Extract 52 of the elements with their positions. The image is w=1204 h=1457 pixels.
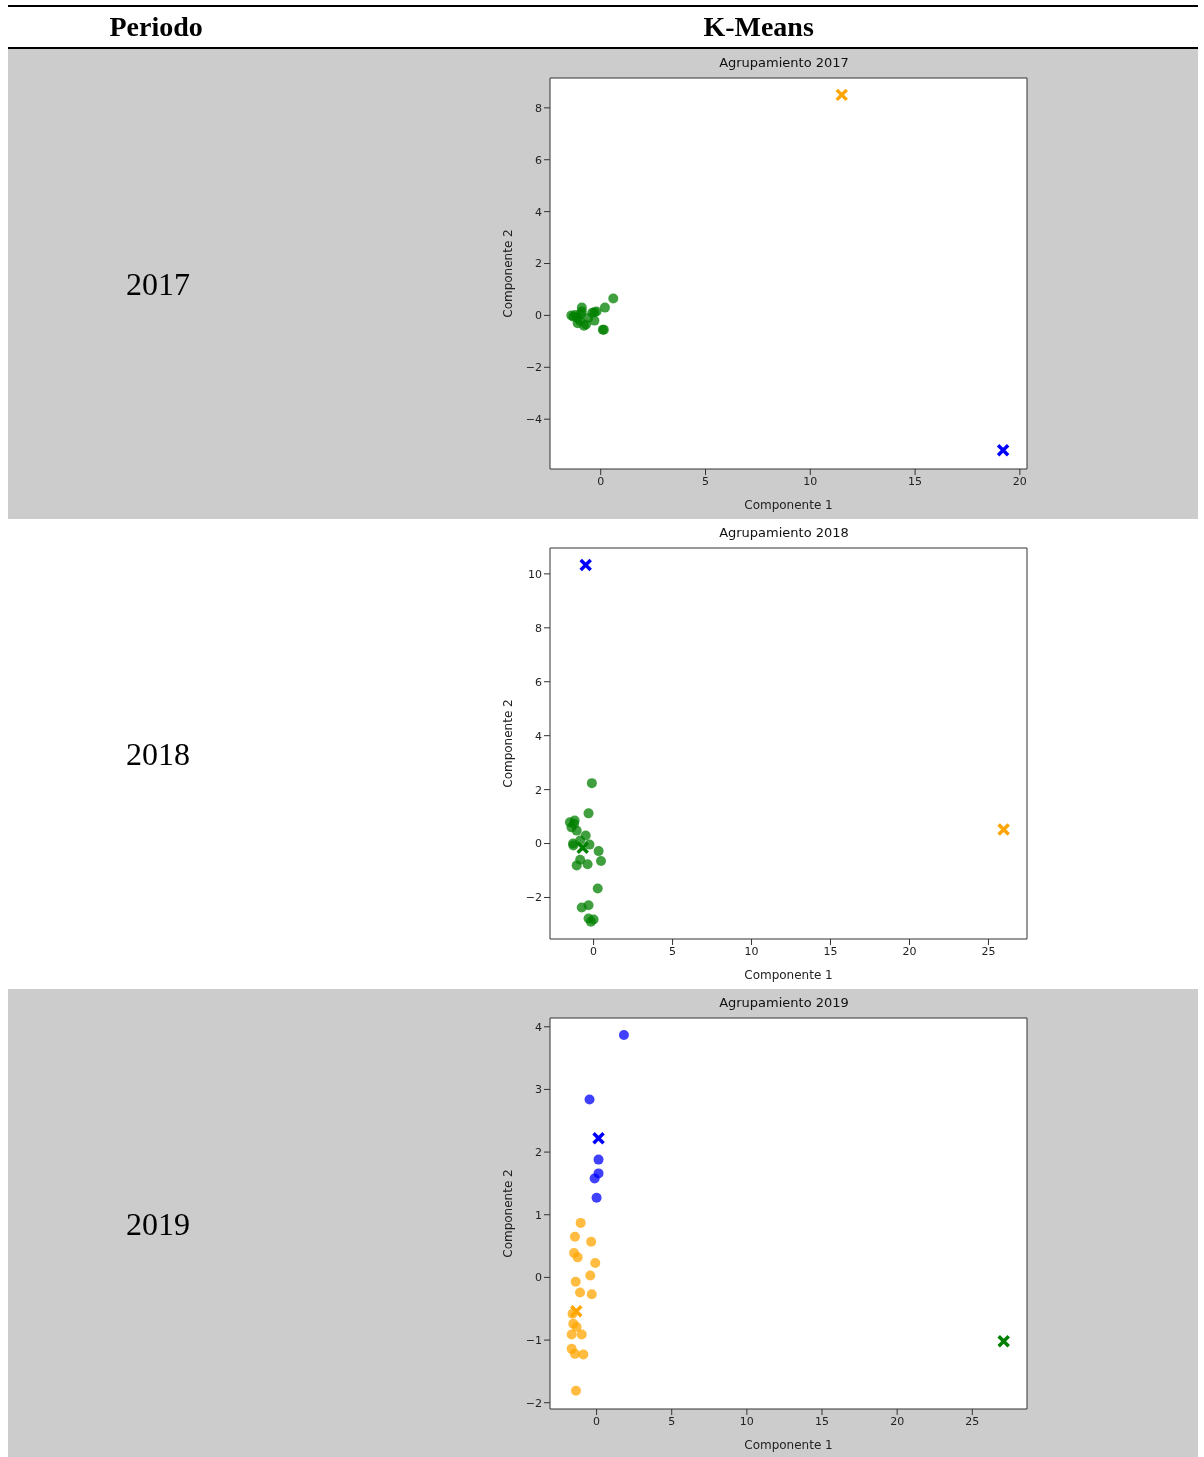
x-tick-label: 25 [981, 944, 996, 958]
x-tick-label: 15 [823, 944, 838, 958]
x-tick-label: 5 [702, 474, 710, 488]
y-tick-label: 2 [535, 1146, 542, 1159]
y-tick-label: 4 [535, 1020, 542, 1034]
x-tick-label: 15 [815, 1414, 830, 1428]
y-tick-label: 10 [528, 567, 542, 581]
y-tick-label: −1 [525, 1333, 542, 1347]
y-tick-label: 8 [535, 621, 542, 635]
x-axis-title: Componente 1 [744, 498, 833, 512]
x-tick-label: 15 [908, 474, 923, 488]
x-axis-title: Componente 1 [744, 1438, 833, 1452]
chart-title: Agrupamiento 2019 [718, 995, 850, 1010]
text: 2017 [125, 264, 191, 304]
x-tick-label: 20 [1012, 474, 1027, 488]
y-tick-label: −2 [525, 891, 542, 905]
y-tick-label: 8 [535, 101, 542, 115]
x-tick-label: 10 [739, 1414, 754, 1428]
y-tick-label: −2 [525, 361, 542, 375]
y-tick-label: −4 [525, 413, 542, 427]
y-axis-title: Componente 2 [501, 1169, 516, 1258]
chart-title: Agrupamiento 2017 [718, 55, 850, 70]
x-tick-label: 5 [669, 944, 677, 958]
x-tick-label: 10 [744, 944, 759, 958]
x-axis-title: Componente 1 [744, 968, 833, 982]
x-tick-label: 20 [902, 944, 917, 958]
text: 2019 [125, 1204, 191, 1244]
x-tick-label: 0 [590, 944, 598, 958]
y-tick-label: 0 [535, 309, 542, 323]
y-tick-label: 2 [535, 783, 542, 797]
text: K-Means [702, 11, 815, 43]
text: 2018 [125, 734, 191, 774]
y-tick-label: 3 [535, 1083, 542, 1097]
y-axis-title: Componente 2 [501, 229, 516, 318]
x-tick-label: 0 [593, 1414, 601, 1428]
x-tick-label: 20 [890, 1414, 905, 1428]
y-tick-label: 4 [535, 729, 542, 743]
y-tick-label: 0 [535, 837, 542, 851]
chart-title: Agrupamiento 2018 [718, 525, 850, 540]
y-tick-label: 0 [535, 1271, 542, 1285]
y-tick-label: 6 [535, 153, 542, 167]
y-axis-title: Componente 2 [501, 699, 516, 788]
text: Periodo [108, 11, 204, 43]
x-tick-label: 5 [668, 1414, 676, 1428]
y-tick-label: −2 [525, 1396, 542, 1410]
x-tick-label: 25 [965, 1414, 980, 1428]
y-tick-label: 6 [535, 675, 542, 689]
x-tick-label: 0 [597, 474, 605, 488]
y-tick-label: 1 [535, 1208, 542, 1222]
x-tick-label: 10 [803, 474, 818, 488]
y-tick-label: 2 [535, 257, 542, 271]
y-tick-label: 4 [535, 205, 542, 219]
